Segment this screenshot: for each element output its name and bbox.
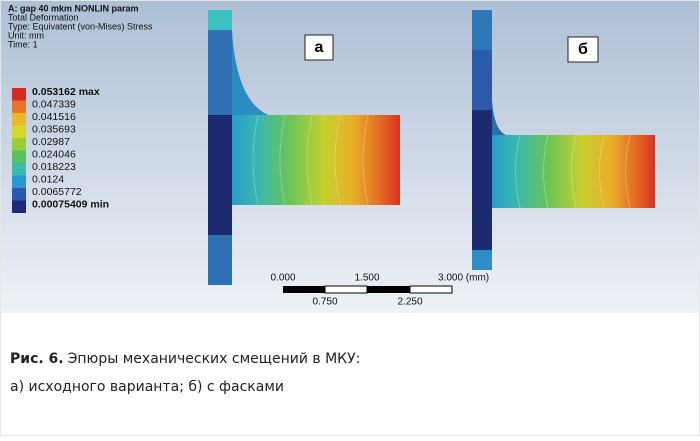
scale-label: 2.250 [397, 297, 422, 308]
legend-value: 0.053162 max [32, 86, 100, 98]
legend-value: 0.024046 [32, 148, 76, 160]
legend-value: 0.035693 [32, 123, 76, 135]
scale-label: 1.500 [354, 273, 379, 284]
legend-swatches [12, 88, 26, 213]
result-line: Time: 1 [8, 39, 38, 49]
panel-label: а [315, 39, 324, 56]
caption-line: Рис. 6.Эпюры механических смещений в МКУ… [10, 351, 360, 367]
figure: A: gap 40 mkm NONLIN param Total Deforma… [0, 0, 700, 436]
caption-label: Рис. 6. [10, 351, 64, 367]
scale-label: 0.750 [312, 297, 337, 308]
legend-value: 0.047339 [32, 98, 76, 110]
legend-value: 0.0065772 [32, 186, 82, 198]
scale-label: 0.000 [270, 273, 295, 284]
panel-label: б [578, 41, 588, 58]
legend-value: 0.00075409 min [32, 198, 109, 210]
scale-label: 3.000 (mm) [438, 273, 489, 284]
caption-text: Эпюры механических смещений в МКУ: [68, 351, 361, 367]
caption-line: а) исходного варианта; б) с фасками [10, 379, 284, 395]
legend-value: 0.0124 [32, 173, 64, 185]
legend-value: 0.041516 [32, 111, 76, 123]
scale-bar [283, 286, 452, 293]
legend-value: 0.02987 [32, 136, 70, 148]
legend-value: 0.018223 [32, 161, 76, 173]
